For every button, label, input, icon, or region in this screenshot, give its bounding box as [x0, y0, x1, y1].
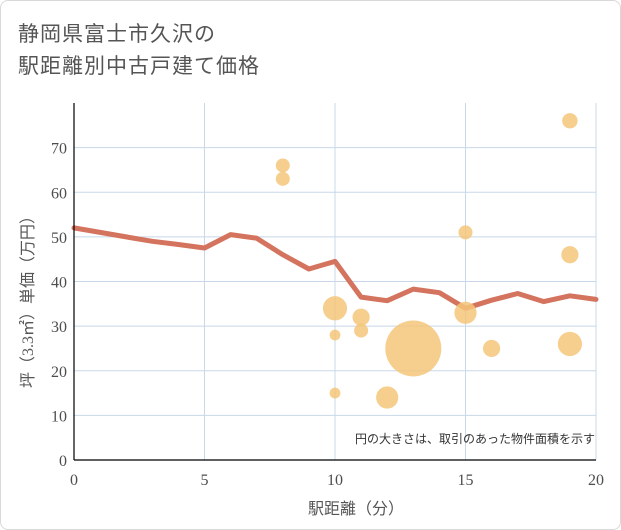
bubble-layer	[275, 113, 583, 409]
transaction-bubble	[275, 171, 290, 186]
axes	[73, 103, 596, 461]
transaction-bubble	[557, 331, 583, 357]
y-tick-labels: 0 10 20 30 40 50 60 70	[51, 141, 67, 470]
x-tick-label: 20	[588, 472, 604, 489]
transaction-bubble	[329, 387, 341, 399]
grid-lines	[74, 103, 597, 460]
transaction-bubble	[454, 301, 477, 324]
size-note: 円の大きさは、取引のあった物件面積を示す	[355, 431, 595, 446]
transaction-bubble	[483, 339, 501, 358]
transaction-bubble	[329, 329, 341, 341]
x-tick-label: 10	[327, 472, 343, 489]
y-axis-label: 坪（3.3㎡）単価（万円）	[19, 208, 37, 388]
transaction-bubble	[352, 308, 370, 326]
x-tick-label: 15	[458, 472, 474, 489]
transaction-bubble	[376, 386, 399, 409]
y-tick-label: 70	[51, 141, 67, 158]
transaction-bubble	[354, 323, 369, 338]
transaction-bubble	[458, 225, 473, 240]
chart-title: 静岡県富士市久沢の 駅距離別中古戸建て価格	[18, 18, 260, 82]
title-line-1: 静岡県富士市久沢の	[18, 22, 216, 46]
average-price-line	[71, 225, 599, 311]
x-axis-label: 駅距離（分）	[308, 500, 404, 518]
transaction-bubble	[561, 246, 579, 264]
transaction-bubble	[322, 296, 348, 321]
transaction-bubble	[275, 158, 290, 173]
x-tick-label: 0	[70, 472, 78, 489]
transaction-bubble	[562, 113, 578, 129]
transaction-bubble	[385, 320, 442, 377]
y-tick-label: 40	[51, 275, 67, 292]
x-tick-label: 5	[201, 472, 209, 489]
x-tick-labels: 0 5 10 15 20	[70, 472, 604, 489]
line-layer	[71, 225, 599, 311]
y-tick-label: 50	[51, 230, 67, 247]
y-tick-label: 0	[59, 453, 67, 470]
y-tick-label: 10	[51, 408, 67, 425]
y-tick-label: 20	[51, 364, 67, 381]
y-tick-label: 60	[51, 185, 67, 202]
title-line-2: 駅距離別中古戸建て価格	[18, 54, 260, 78]
y-tick-label: 30	[51, 319, 67, 336]
